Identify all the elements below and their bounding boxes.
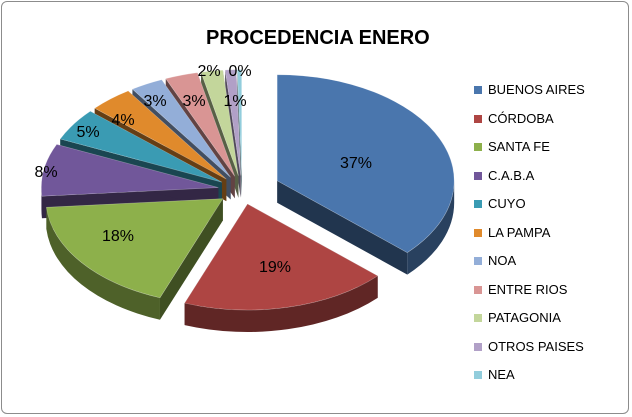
- legend-label: SANTA FE: [488, 139, 550, 154]
- legend-label: NEA: [488, 367, 515, 382]
- legend-swatch: [474, 342, 482, 351]
- legend-label: CÓRDOBA: [488, 110, 554, 126]
- data-label-noa: 3%: [143, 93, 166, 110]
- legend-label: PATAGONIA: [488, 310, 561, 325]
- legend-label: CUYO: [488, 196, 526, 211]
- slice-top: [94, 90, 227, 180]
- legend-label: BUENOS AIRES: [488, 82, 585, 97]
- legend-swatch: [474, 200, 482, 208]
- slice-top: [224, 69, 241, 176]
- legend-label: C.A.B.A: [488, 167, 535, 183]
- legend-label: OTROS PAISES: [488, 338, 584, 354]
- data-label-santa-fe: 18%: [102, 228, 134, 245]
- data-label-nea: 0%: [228, 63, 251, 80]
- slice-edge: [407, 180, 455, 275]
- slice-top: [46, 198, 224, 299]
- slice-edge: [41, 187, 42, 219]
- slice-top: [200, 69, 239, 176]
- data-label-buenos-aires: 37%: [340, 155, 372, 172]
- slice-top: [131, 79, 231, 178]
- slice-top: [236, 69, 242, 176]
- slice-wall: [237, 69, 242, 198]
- slice-nea: [236, 69, 242, 198]
- slice-wall: [159, 198, 223, 320]
- data-label-la-pampa: 4%: [111, 112, 134, 129]
- legend-swatch: [474, 114, 482, 123]
- legend-label: NOA: [488, 253, 517, 268]
- legend-label: ENTRE RIOS: [488, 281, 568, 297]
- legend-swatch: [474, 143, 482, 151]
- data-label-c-a-b-a: 8%: [34, 164, 57, 181]
- legend-swatch: [474, 257, 482, 265]
- legend-swatch: [474, 228, 482, 237]
- slice-c-rdoba: [184, 203, 379, 333]
- chart-title: PROCEDENCIA ENERO: [206, 27, 430, 49]
- slice-top: [59, 110, 223, 183]
- slice-top: [41, 144, 219, 197]
- data-label-c-rdoba: 19%: [259, 259, 291, 276]
- legend-label: LA PAMPA: [488, 224, 551, 240]
- slice-edge: [184, 275, 378, 333]
- slice-santa-fe: [46, 198, 224, 320]
- slice-edge: [46, 207, 160, 320]
- slice-wall: [277, 180, 408, 275]
- data-label-cuyo: 5%: [76, 124, 99, 141]
- data-label-otros-paises: 1%: [223, 93, 246, 110]
- slice-buenos-aires: [276, 74, 455, 275]
- data-label-entre-rios: 3%: [182, 93, 205, 110]
- legend-swatch: [474, 171, 482, 180]
- legend-swatch: [474, 314, 482, 322]
- data-label-patagonia: 2%: [197, 63, 220, 80]
- slice-top: [184, 203, 379, 311]
- slice-top: [165, 72, 236, 177]
- legend-swatch: [474, 285, 482, 294]
- legend-swatch: [474, 86, 482, 94]
- legend-swatch: [474, 371, 482, 379]
- slice-top: [276, 74, 455, 253]
